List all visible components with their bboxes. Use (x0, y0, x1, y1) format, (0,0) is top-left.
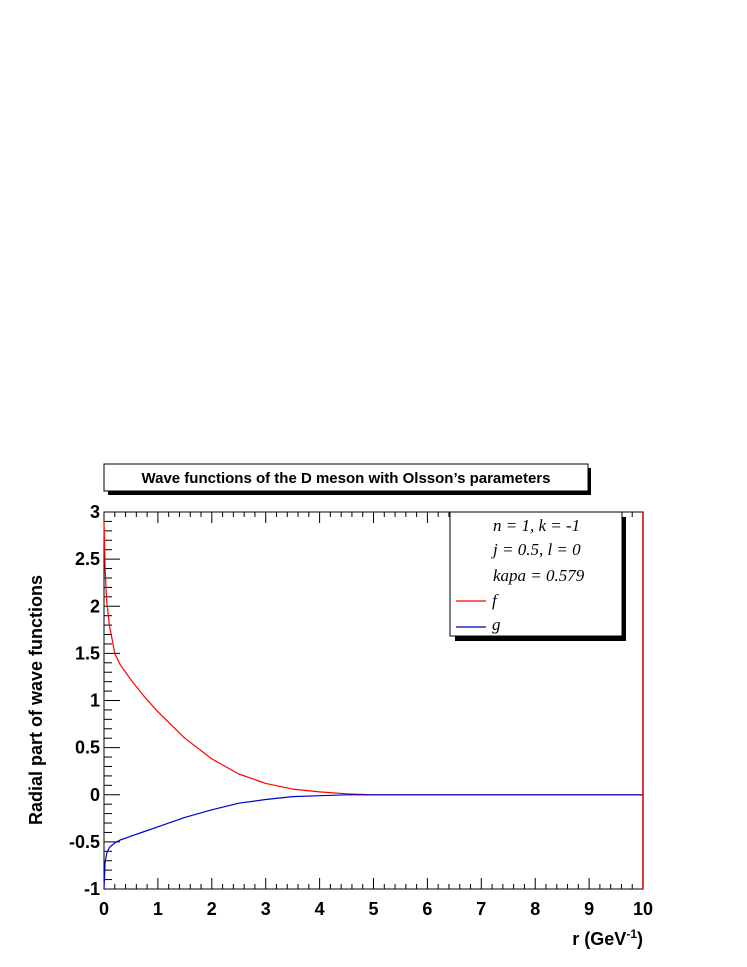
x-tick-label: 7 (476, 899, 486, 919)
tick-labels: 0 1 2 3 4 5 6 7 8 9 10 -1 -0.5 0 0.5 1 1.5 2 2.5 3 (69, 502, 653, 919)
y-tick-label: 0.5 (75, 738, 100, 758)
y-tick-label: -0.5 (69, 832, 100, 852)
legend-label-g: g (492, 615, 501, 634)
x-tick-label: 6 (422, 899, 432, 919)
x-tick-label: 5 (368, 899, 378, 919)
y-tick-label: -1 (84, 879, 100, 899)
x-axis-title-main: r (GeV (572, 929, 626, 949)
series-line-g (103, 794, 643, 890)
x-axis-title: r (GeV-1) (572, 927, 643, 949)
legend-text-kapa: kapa = 0.579 (493, 566, 585, 585)
legend-frame (449, 511, 623, 637)
x-tick-label: 0 (99, 899, 109, 919)
x-tick-label: 4 (315, 899, 325, 919)
y-axis-title: Radial part of wave functions (26, 575, 46, 825)
legend-text-j-l: j = 0.5, l = 0 (491, 540, 581, 559)
legend-label-f: f (492, 591, 499, 610)
y-tick-label: 3 (90, 502, 100, 522)
chart-title: Wave functions of the D meson with Olsso… (142, 470, 551, 487)
y-tick-label: 1.5 (75, 643, 100, 663)
x-tick-label: 1 (153, 899, 163, 919)
x-tick-label: 3 (261, 899, 271, 919)
x-tick-label: 2 (207, 899, 217, 919)
y-tick-label: 2.5 (75, 549, 100, 569)
y-tick-label: 2 (90, 596, 100, 616)
title-box-frame (103, 463, 589, 492)
x-axis-title-sup: -1 (626, 927, 637, 941)
y-tick-label: 0 (90, 785, 100, 805)
title-box: Wave functions of the D meson with Olsso… (103, 463, 591, 495)
legend-text-n-k: n = 1, k = -1 (493, 516, 580, 535)
x-tick-label: 10 (633, 899, 653, 919)
x-tick-label: 8 (530, 899, 540, 919)
data-curves (103, 521, 643, 890)
y-tick-label: 1 (90, 691, 100, 711)
x-axis-title-close: ) (637, 929, 643, 949)
x-tick-label: 9 (584, 899, 594, 919)
legend: n = 1, k = -1 j = 0.5, l = 0 kapa = 0.57… (449, 511, 626, 641)
